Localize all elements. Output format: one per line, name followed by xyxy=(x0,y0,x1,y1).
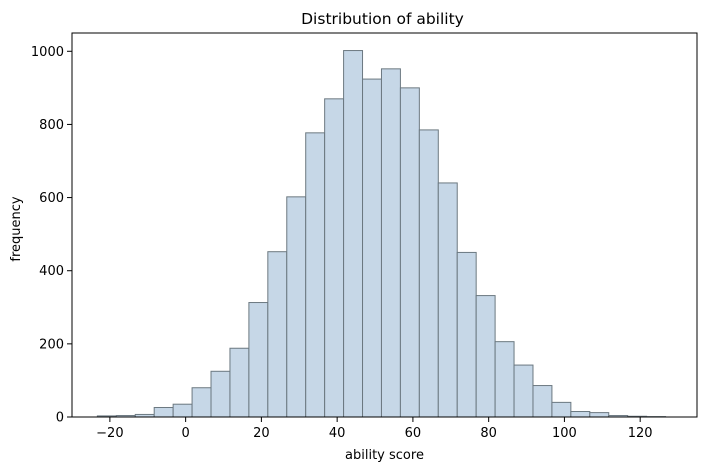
x-tick-label: 100 xyxy=(552,426,577,441)
histogram-bar xyxy=(437,182,458,418)
y-tick-label: 0 xyxy=(56,411,64,426)
histogram-bar xyxy=(399,87,420,418)
bars-group xyxy=(96,50,667,418)
histogram-bar xyxy=(362,78,382,418)
histogram-bar xyxy=(210,370,231,418)
histogram-bar xyxy=(172,403,193,418)
histogram-bar xyxy=(513,364,534,418)
y-tick-label: 800 xyxy=(39,118,64,133)
histogram-bar xyxy=(570,411,591,418)
x-tick-label: 120 xyxy=(628,426,653,441)
x-tick-label: 80 xyxy=(480,426,497,441)
histogram-bar xyxy=(153,406,174,418)
x-tick-label: 60 xyxy=(405,426,422,441)
histogram-bar xyxy=(532,385,553,418)
histogram-bar xyxy=(551,401,572,418)
x-axis-label: ability score xyxy=(345,448,424,463)
y-tick-label: 1000 xyxy=(31,45,64,60)
histogram-bar xyxy=(248,302,269,418)
y-tick-label: 200 xyxy=(39,337,64,352)
x-tick-label: 20 xyxy=(253,426,270,441)
x-tick-label: 40 xyxy=(329,426,346,441)
histogram-bar xyxy=(494,341,515,418)
axes-group: −20 0 20 40 60 80 100 120 0 200 400 600 800 1000 xyxy=(31,32,698,441)
x-tick-label: 0 xyxy=(181,426,189,441)
histogram-bar xyxy=(475,295,496,418)
y-tick-label: 400 xyxy=(39,264,64,279)
histogram-bar xyxy=(305,132,326,418)
histogram-bar xyxy=(589,412,610,418)
histogram-bar xyxy=(380,68,401,418)
y-tick-label: 600 xyxy=(39,191,64,206)
histogram-bar xyxy=(267,251,288,418)
chart-title: Distribution of ability xyxy=(301,10,464,28)
plot-frame xyxy=(71,32,698,418)
histogram-bar xyxy=(324,98,345,418)
x-tick-label: −20 xyxy=(96,426,123,441)
histogram-bar xyxy=(343,50,364,418)
histogram-bar xyxy=(456,251,477,418)
histogram-bar xyxy=(229,347,250,418)
histogram-bar xyxy=(418,129,439,418)
y-axis-label: frequency xyxy=(9,196,24,262)
histogram-bar xyxy=(191,387,212,418)
histogram-bar xyxy=(286,196,307,418)
